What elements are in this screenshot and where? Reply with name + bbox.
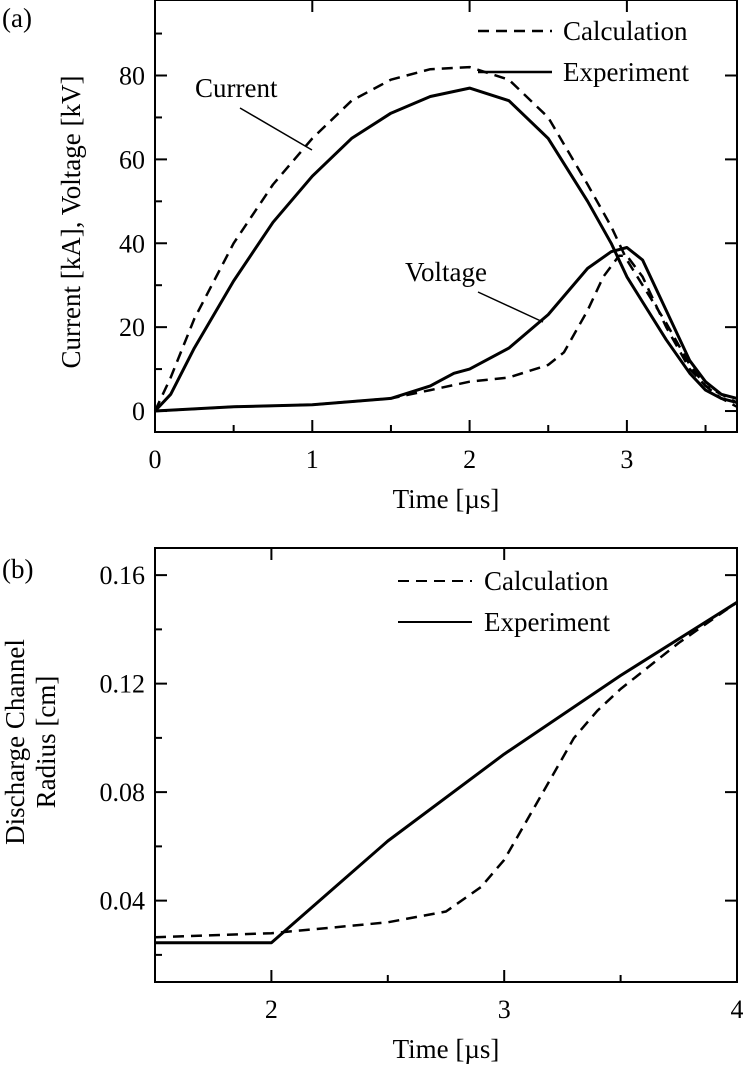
y-tick-label: 0 (132, 397, 145, 426)
panel-a-series (153, 65, 738, 413)
panel-a-legend-calculation-label: Calculation (563, 16, 688, 46)
series-radius-experiment (155, 601, 738, 945)
series-radius-calculation (154, 601, 738, 939)
panel-b-y-axis-title-line2: Radius [cm] (31, 676, 61, 809)
y-tick-label: 20 (119, 313, 145, 342)
panel-a-label: (a) (2, 3, 32, 33)
panel-a-plot-frame (154, 0, 738, 433)
x-tick-label: 3 (498, 995, 511, 1024)
panel-b-legend-experiment-label: Experiment (484, 607, 610, 637)
series-current-experiment (153, 86, 738, 413)
panel-b-label: (b) (2, 554, 33, 584)
voltage-annotation-label: Voltage (405, 257, 487, 287)
panel-b-y-axis-title-line1: Discharge Channel (0, 639, 30, 845)
y-tick-label: 0.16 (100, 561, 146, 590)
panel-b-legend: Calculation Experiment (398, 566, 610, 637)
panel-a-legend-experiment-label: Experiment (563, 57, 689, 87)
panel-a-y-ticks: 0 20 40 60 80 (119, 32, 737, 426)
panel-b: (b) 2 3 4 0.04 0.08 0.12 0.16 Time [µs] Disch… (0, 547, 743, 1064)
x-tick-label: 2 (463, 445, 476, 474)
panel-a-annotation-voltage: Voltage (405, 257, 544, 323)
current-annotation-label: Current (195, 73, 278, 103)
x-tick-label: 2 (265, 995, 278, 1024)
y-tick-label: 0.04 (100, 887, 146, 916)
x-tick-label: 4 (731, 995, 743, 1024)
y-tick-label: 80 (119, 61, 145, 90)
panel-a-y-axis-title: Current [kA], Voltage [kV] (56, 76, 86, 369)
panel-a-x-axis-title: Time [µs] (393, 484, 500, 514)
panel-a-legend: Calculation Experiment (478, 16, 689, 87)
y-tick-label: 0.08 (100, 778, 146, 807)
x-tick-label: 3 (620, 445, 633, 474)
panel-b-legend-calculation-label: Calculation (484, 566, 609, 596)
panel-b-plot-frame (154, 547, 738, 983)
current-annotation-arrow (239, 107, 313, 151)
panel-a-x-ticks: 0 1 2 3 (149, 0, 707, 474)
panel-a-annotation-current: Current (195, 73, 313, 151)
y-tick-label: 60 (119, 145, 145, 174)
series-current-calculation (153, 65, 738, 412)
panel-b-x-axis-title: Time [µs] (393, 1034, 500, 1064)
y-tick-label: 0.12 (100, 670, 146, 699)
voltage-annotation-arrow (477, 291, 544, 323)
panel-b-series (154, 601, 738, 945)
y-tick-label: 40 (119, 229, 145, 258)
series-voltage-experiment (154, 246, 738, 413)
panel-b-y-ticks: 0.04 0.08 0.12 0.16 (100, 561, 737, 956)
panel-a: (a) 0 1 2 3 0 20 40 60 80 Time [µs] Current [kA… (2, 0, 738, 514)
x-tick-label: 0 (149, 445, 162, 474)
x-tick-label: 1 (306, 445, 319, 474)
panel-b-x-ticks: 2 3 4 (265, 548, 743, 1024)
